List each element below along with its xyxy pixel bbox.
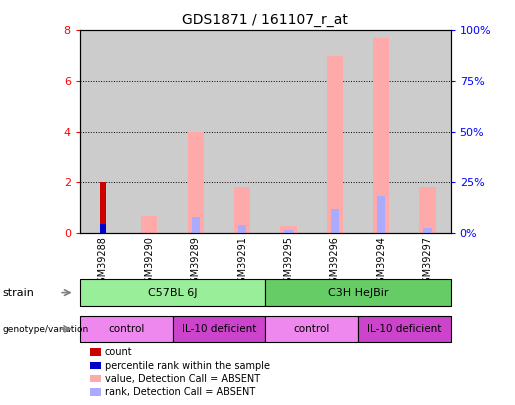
Bar [373, 38, 389, 233]
Bar [234, 187, 250, 233]
Bar [358, 30, 404, 233]
Bar [265, 30, 312, 233]
Bar [219, 30, 265, 233]
Bar [284, 230, 293, 233]
Bar [331, 209, 339, 233]
Text: control: control [108, 324, 144, 334]
Bar [90, 362, 101, 369]
Bar [404, 30, 451, 233]
Text: C3H HeJBir: C3H HeJBir [328, 288, 388, 298]
Bar [238, 225, 246, 233]
Title: GDS1871 / 161107_r_at: GDS1871 / 161107_r_at [182, 13, 348, 27]
Bar [90, 348, 101, 356]
Text: percentile rank within the sample: percentile rank within the sample [105, 361, 269, 371]
Bar [192, 217, 200, 233]
Text: count: count [105, 347, 132, 357]
Bar [265, 279, 451, 306]
Text: C57BL 6J: C57BL 6J [148, 288, 197, 298]
Bar [358, 316, 451, 342]
Bar [80, 316, 173, 342]
Bar [265, 316, 358, 342]
Bar [187, 132, 204, 233]
Bar [100, 182, 106, 233]
Bar [90, 388, 101, 396]
Bar [141, 216, 158, 233]
Bar [80, 30, 126, 233]
Text: IL-10 deficient: IL-10 deficient [182, 324, 256, 334]
Bar [126, 30, 173, 233]
Bar [419, 187, 436, 233]
Bar [423, 228, 432, 233]
Bar [90, 375, 101, 382]
Text: IL-10 deficient: IL-10 deficient [367, 324, 441, 334]
Bar [377, 196, 385, 233]
Bar [173, 316, 265, 342]
Text: value, Detection Call = ABSENT: value, Detection Call = ABSENT [105, 374, 260, 384]
Bar [312, 30, 358, 233]
Text: strain: strain [3, 288, 35, 298]
Text: rank, Detection Call = ABSENT: rank, Detection Call = ABSENT [105, 388, 255, 397]
Bar [100, 224, 106, 233]
Text: control: control [294, 324, 330, 334]
Bar [173, 30, 219, 233]
Text: genotype/variation: genotype/variation [3, 324, 89, 334]
Bar [80, 279, 265, 306]
Bar [327, 56, 343, 233]
Bar [280, 226, 297, 233]
